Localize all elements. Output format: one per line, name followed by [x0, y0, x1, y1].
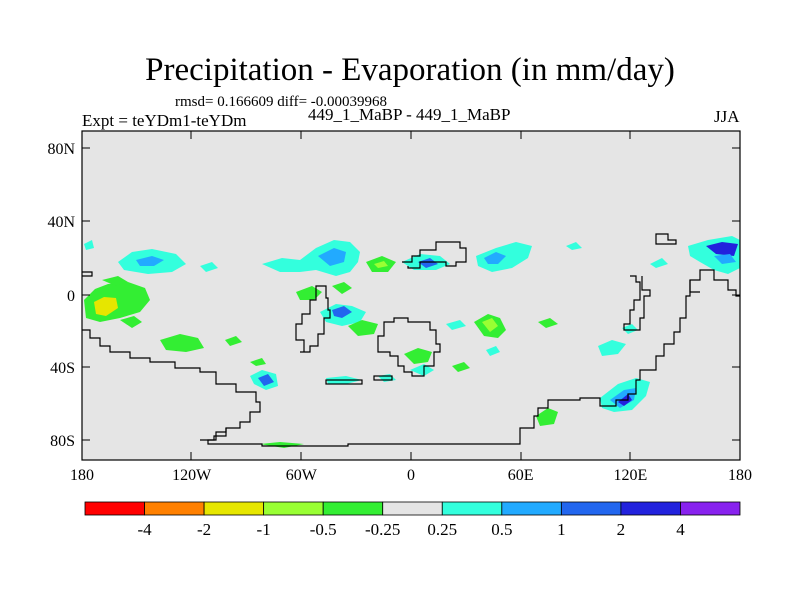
anomaly-patches [84, 236, 740, 448]
anomaly-blue-spac [258, 374, 274, 386]
anomaly-cyan-io4 [622, 324, 638, 334]
colorbar: -4 -2 -1 -0.5 -0.25 0.25 0.5 1 2 4 [84, 501, 741, 539]
colorbar-swatch [441, 501, 503, 516]
anomaly-cyan-epac-n [650, 258, 668, 268]
anomaly-cyan-asia2 [566, 242, 582, 250]
colorbar-swatch [144, 501, 205, 516]
lon-tick-label: 60E [508, 467, 534, 484]
season-label: JJA [714, 107, 740, 126]
map-background [82, 131, 740, 460]
anomaly-cyan-io [446, 320, 466, 330]
coastline-eurasia [402, 241, 467, 269]
anomaly-green-satl [348, 320, 378, 336]
colorbar-swatch [501, 501, 562, 516]
colorbar-label: 2 [617, 520, 626, 539]
coastline-alaska [82, 271, 93, 277]
latitude-labels: 80N 40N 0 40S 80S [47, 141, 75, 450]
coastline-africa [295, 285, 331, 353]
lat-tick-label: 0 [67, 288, 75, 305]
anomaly-green-epac3 [102, 276, 128, 286]
colorbar-swatch [263, 501, 324, 516]
anomaly-yellow-natl [374, 261, 388, 268]
anomaly-green-africa [404, 348, 432, 364]
anomaly-cyan-npac2 [200, 262, 218, 272]
coastline-africa-main [377, 317, 441, 377]
coastline-south [82, 269, 740, 447]
colorbar-label: -1 [257, 520, 271, 539]
colorbar-swatch [620, 501, 681, 516]
anomaly-cyan-io3 [598, 340, 626, 356]
colorbar-label: 1 [557, 520, 566, 539]
anomaly-cyan-npac3 [84, 240, 94, 250]
colorbar-label: -0.25 [365, 520, 400, 539]
colorbar-swatch [84, 501, 145, 516]
island-2 [373, 375, 393, 381]
anomaly-green-io3 [452, 362, 470, 372]
stats-label: rmsd= 0.166609 diff= -0.00039968 [175, 94, 388, 110]
coastline-east-asia [623, 275, 651, 331]
anomaly-cyan-africa [410, 364, 434, 376]
anomaly-blue-asia [484, 252, 506, 264]
colorbar-swatch [680, 501, 741, 516]
anomaly-blue-npac-e2 [714, 254, 736, 264]
lon-tick-label: 120E [613, 467, 647, 484]
map-title: Precipitation - Evaporation (in mm/day) [145, 52, 675, 88]
anomaly-yellow-wpac [94, 297, 118, 316]
lon-tick-label: 180 [70, 467, 94, 484]
lat-tick-label: 80S [50, 433, 75, 450]
lon-tick-label: 180 [728, 467, 752, 484]
anomaly-blue-natl [318, 248, 346, 266]
coastline-se-asia [689, 280, 700, 293]
lon-tick-label: 120W [172, 467, 212, 484]
lat-tick-label: 40S [50, 360, 75, 377]
anomaly-cyan-io2 [486, 346, 500, 356]
lon-tick-label: 60W [286, 467, 318, 484]
longitude-labels: 180 120W 60W 0 60E 120E 180 [70, 467, 752, 484]
colorbar-swatch [382, 501, 443, 516]
colorbar-label: -4 [137, 520, 152, 539]
colorbar-label: 4 [676, 520, 685, 539]
anomaly-lime-io [482, 318, 498, 332]
colorbar-swatch [203, 501, 265, 516]
anomaly-blue-europe [418, 258, 438, 268]
anomaly-green-epac [160, 334, 204, 352]
anomaly-blue-satl [332, 306, 352, 318]
colorbar-label: 0.25 [427, 520, 457, 539]
anomaly-green-sindian [536, 408, 558, 426]
anomaly-green-io2 [538, 318, 558, 328]
runs-label: 449_1_MaBP - 449_1_MaBP [308, 105, 511, 124]
coastline-japan [655, 233, 677, 245]
anomaly-green-sindian2 [260, 442, 304, 448]
experiment-label: Expt = teYDm1-teYDm [82, 111, 247, 130]
anomaly-blue-npac-e [706, 242, 738, 256]
colorbar-swatch [560, 501, 622, 516]
axis-ticks [82, 131, 740, 460]
coastline-antarctic-w [200, 428, 227, 441]
anomaly-green-tatl2 [332, 282, 352, 294]
colorbar-label: -2 [197, 520, 211, 539]
colorbar-label: -0.5 [310, 520, 337, 539]
colorbar-swatch [322, 501, 384, 516]
lon-tick-label: 0 [407, 467, 415, 484]
anomaly-blue-npac [136, 256, 164, 266]
colorbar-label: 0.5 [491, 520, 512, 539]
anomaly-green-epac2 [225, 336, 242, 346]
lat-tick-label: 40N [47, 214, 75, 231]
lat-tick-label: 80N [47, 141, 75, 158]
coastlines [82, 233, 740, 447]
anomaly-green-spac [250, 358, 266, 366]
anomaly-green-wpac2 [120, 316, 142, 328]
island-1 [325, 379, 363, 385]
